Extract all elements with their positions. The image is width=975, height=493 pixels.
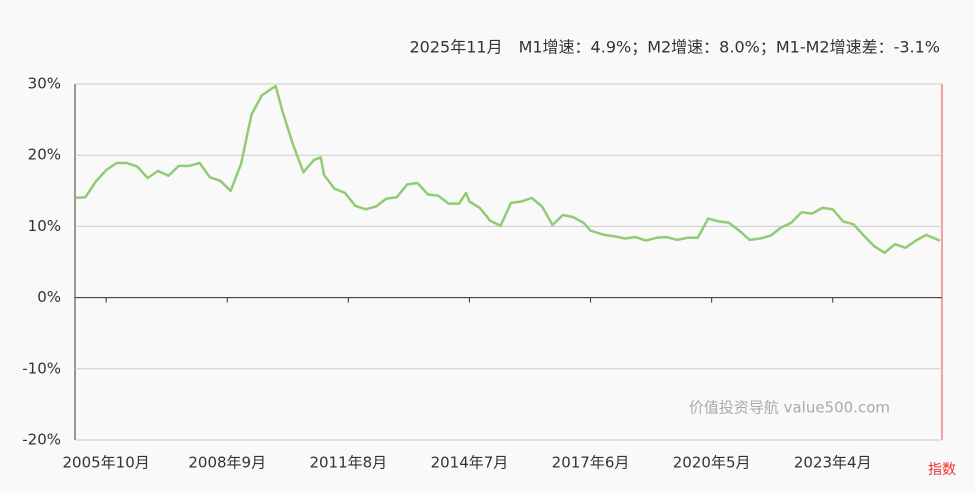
x-tick-label: 2020年5月: [673, 454, 751, 472]
x-tick-label: 2005年10月: [63, 454, 150, 472]
x-tick-label: 2017年6月: [552, 454, 630, 472]
chart-title: 2025年11月 M1增速：4.9%；M2增速：8.0%；M1-M2增速差：-3…: [409, 38, 940, 57]
y-tick-label: 10%: [28, 217, 61, 235]
y-tick-label: 20%: [28, 146, 61, 164]
watermark: 价值投资导航 value500.com: [689, 399, 890, 417]
y-tick-label: -10%: [22, 359, 61, 377]
y-tick-label: 30%: [28, 75, 61, 93]
x-tick-label: 2011年8月: [309, 454, 387, 472]
x-tick-label: 2023年4月: [794, 454, 872, 472]
y-tick-label: 0%: [37, 288, 61, 306]
right-axis-label: 指数: [928, 462, 956, 478]
x-tick-label: 2014年7月: [431, 454, 509, 472]
x-tick-label: 2008年9月: [188, 454, 266, 472]
series-line: [74, 84, 941, 254]
y-tick-label: -20%: [22, 431, 61, 449]
